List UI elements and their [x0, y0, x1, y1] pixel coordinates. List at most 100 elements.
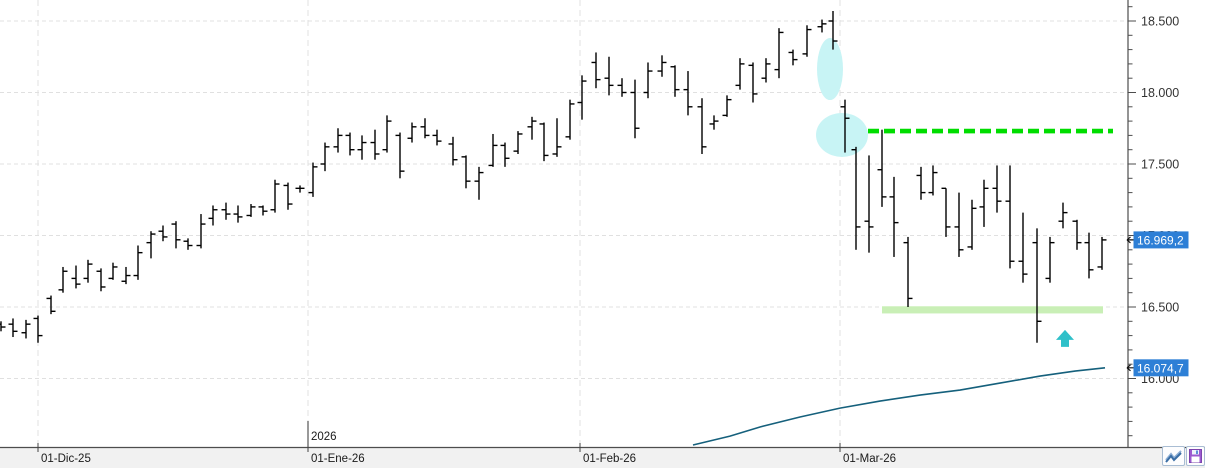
ohlc-bar [928, 165, 938, 196]
ohlc-bar [577, 75, 587, 120]
ohlc-bar [903, 236, 913, 307]
ohlc-bar [643, 62, 653, 99]
ohlc-bar [802, 25, 812, 57]
ohlc-bar [954, 192, 964, 257]
support-zone [882, 306, 1103, 314]
ohlc-bar [591, 52, 601, 89]
highlight-ellipse [817, 38, 843, 101]
bottom-strip [0, 448, 1205, 468]
save-icon [1189, 449, 1202, 463]
ohlc-bar [246, 204, 256, 217]
ohlc-bar [513, 131, 523, 154]
ohlc-bar [722, 95, 732, 117]
ohlc-bar [748, 62, 758, 103]
ohlc-bar [258, 205, 268, 216]
badge-pointer-icon [1126, 364, 1134, 372]
ohlc-bar [295, 185, 305, 193]
ohlc-bar [308, 162, 318, 197]
ohlc-bar [941, 187, 951, 237]
price-tick-label: 18.000 [1141, 86, 1179, 100]
ohlc-bar [604, 56, 614, 96]
time-axis[interactable]: 01-Dic-25 01-Ene-26 01-Feb-26 01-Mar-26 2026 [0, 421, 1205, 468]
ohlc-bar [761, 58, 771, 83]
date-tick-label: 01-Mar-26 [843, 453, 896, 465]
ohlc-bar [1018, 212, 1028, 283]
price-badge: 16.074,7 [1126, 359, 1189, 377]
year-label: 2026 [311, 431, 337, 443]
ohlc-bar [133, 245, 143, 280]
ohlc-bar [461, 155, 471, 189]
ohlc-bar [709, 115, 719, 130]
ohlc-bar [889, 176, 899, 257]
ohlc-bar [382, 115, 392, 153]
ohlc-bar [108, 262, 118, 280]
ohlc-bar [208, 205, 218, 226]
ohlc-bar [539, 122, 549, 162]
ohlc-bar [171, 221, 181, 249]
ohlc-bar [1058, 202, 1068, 229]
ohlc-bar [877, 129, 887, 207]
ohlc-bar [407, 122, 417, 143]
ohlc-bar [840, 99, 850, 153]
indicator-button[interactable] [1162, 446, 1185, 466]
ohlc-bar [21, 319, 31, 339]
ohlc-bar [565, 99, 575, 140]
ohlc-bar [1097, 236, 1107, 270]
ohlc-bar [146, 231, 156, 259]
ohlc-bar [500, 142, 510, 167]
ohlc-bar [58, 266, 68, 293]
save-button[interactable] [1186, 446, 1205, 466]
ohlc-bar [828, 10, 838, 50]
ohlc-bar [121, 266, 131, 285]
badge-pointer-icon [1126, 236, 1134, 244]
badge-box [1133, 231, 1189, 249]
ohlc-bar [552, 118, 562, 157]
ohlc-bar [1032, 228, 1042, 343]
ohlc-bar [774, 28, 784, 79]
ohlc-bar [96, 268, 106, 292]
ohlc-bar [1084, 232, 1094, 279]
ohlc-bar [488, 133, 498, 167]
ohlc-bar [432, 129, 442, 146]
ohlc-bar [617, 78, 627, 97]
ohlc-bar [1072, 219, 1082, 250]
ohlc-bar [735, 58, 745, 90]
ohlc-bar [967, 199, 977, 250]
ohlc-bars [0, 10, 1107, 343]
ohlc-bar [83, 259, 93, 283]
ohlc-bar [788, 49, 798, 66]
ohlc-bar [630, 79, 640, 139]
price-tick-label: 17.500 [1141, 158, 1179, 172]
ohlc-bar [320, 142, 330, 172]
ohlc-bar [657, 55, 667, 77]
zigzag-icon [1165, 450, 1182, 463]
date-tick-label: 01-Ene-26 [311, 453, 365, 465]
ohlc-bar [1045, 236, 1055, 283]
date-tick-label: 01-Dic-25 [41, 453, 91, 465]
ohlc-bar [357, 135, 367, 160]
ohlc-bar [33, 315, 43, 343]
ohlc-bar [916, 166, 926, 200]
ohlc-bar [233, 205, 243, 223]
ohlc-bar [992, 165, 1002, 213]
price-tick-label: 16.500 [1141, 301, 1179, 315]
ohlc-bar [1005, 165, 1015, 269]
ohlc-bar [474, 166, 484, 200]
annotations-under [816, 38, 1103, 314]
ohlc-bar [670, 65, 680, 97]
ohlc-bar [333, 128, 343, 153]
date-tick-label: 01-Feb-26 [583, 453, 636, 465]
ohlc-bar [183, 238, 193, 250]
up-arrow [1056, 329, 1074, 347]
ohlc-bar [8, 318, 18, 338]
ma-line [692, 367, 1106, 446]
price-tick-label: 18.500 [1141, 15, 1179, 29]
ohlc-bar [158, 225, 168, 242]
badge-box [1133, 359, 1189, 377]
ohlc-bar [270, 179, 280, 213]
ohlc-bar [395, 132, 405, 179]
price-badge: 16.969,2 [1126, 231, 1189, 249]
